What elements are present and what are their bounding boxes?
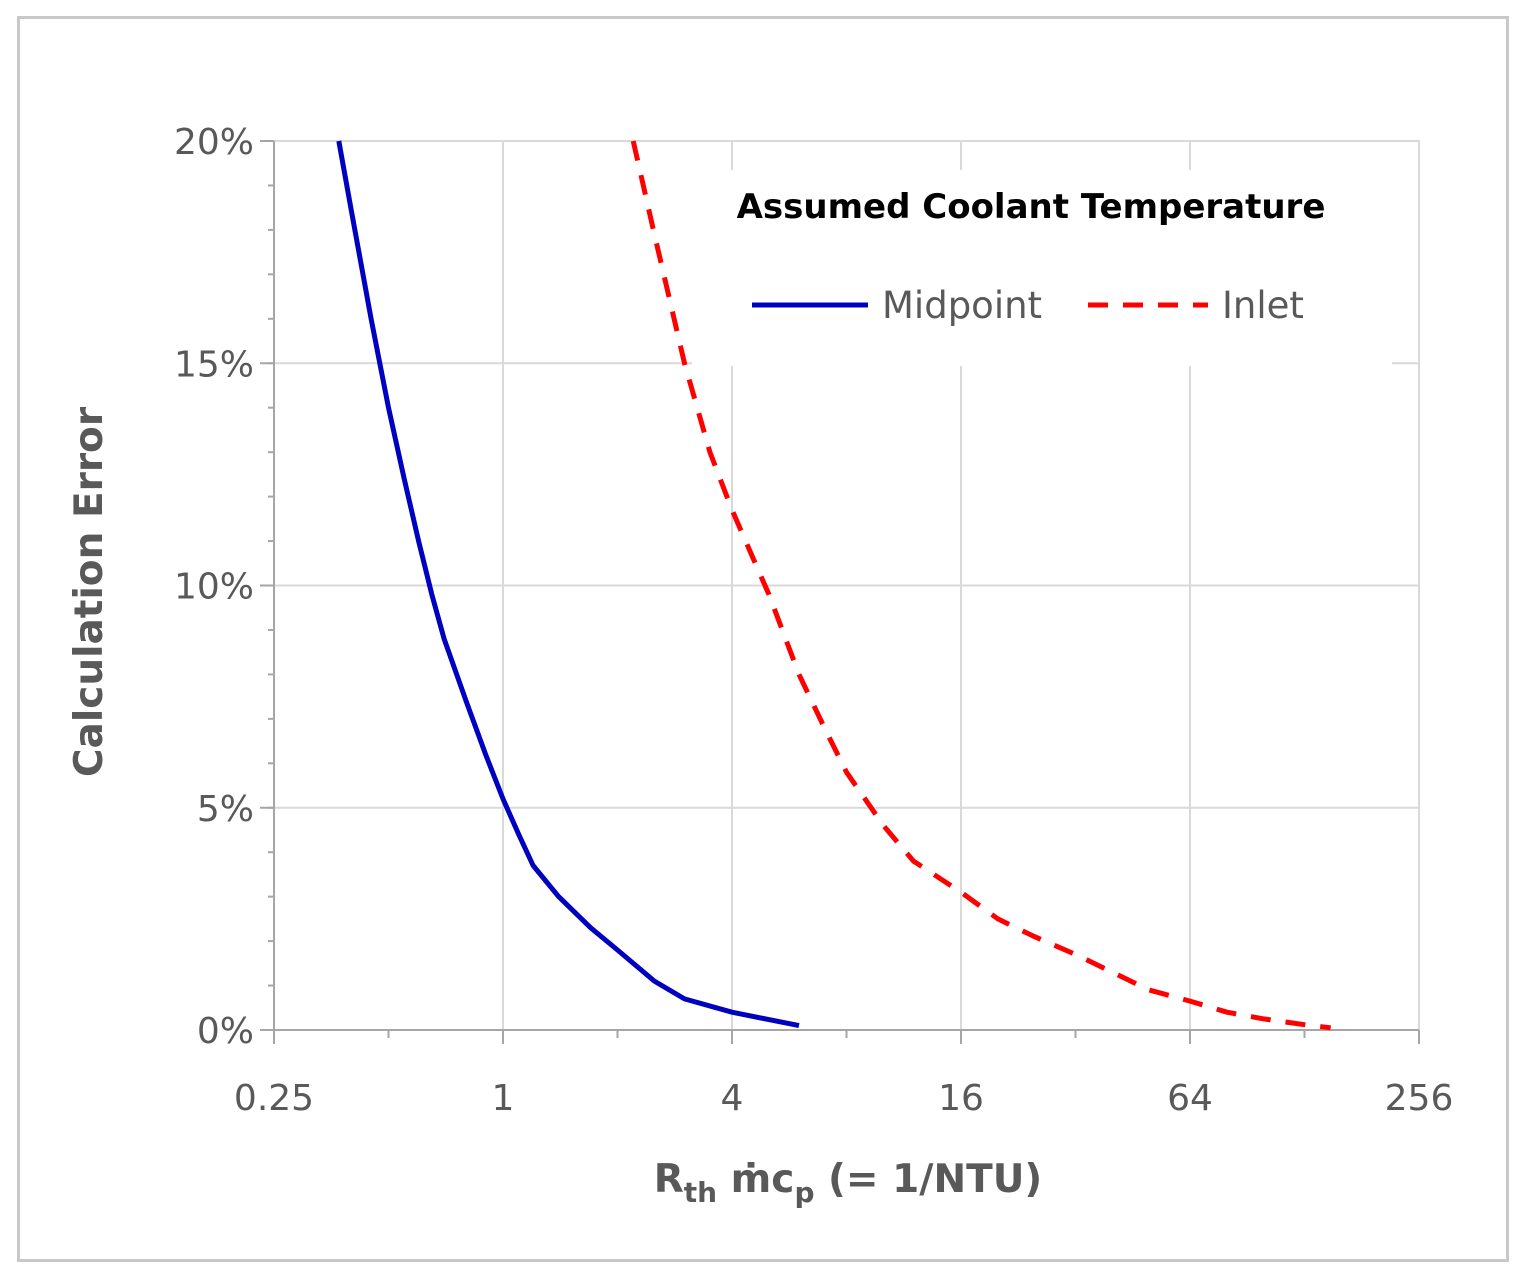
- legend: Assumed Coolant Temperature Midpoint Inl…: [737, 187, 1326, 327]
- x-axis-title-main: R: [654, 1157, 684, 1202]
- x-tick-label: 16: [938, 1078, 984, 1119]
- legend-background: [692, 170, 1392, 366]
- x-axis-title-tail: (= 1/NTU): [814, 1157, 1042, 1202]
- legend-title: Assumed Coolant Temperature: [737, 187, 1326, 227]
- x-axis-title-sub1: th: [684, 1176, 717, 1209]
- legend-label-midpoint: Midpoint: [882, 284, 1042, 327]
- x-tick-label: 0.25: [234, 1078, 314, 1119]
- y-tick-label: 0%: [197, 1011, 254, 1052]
- x-tick-label: 256: [1385, 1078, 1454, 1119]
- x-axis-title-sub2: p: [794, 1176, 814, 1209]
- x-tick-label: 64: [1167, 1078, 1213, 1119]
- y-axis-title: Calculation Error: [67, 406, 112, 777]
- axis-layer: 0% 5% 10% 15% 20% 0.25 1 4 16 64 256: [174, 122, 1453, 1119]
- x-tick-label: 4: [721, 1078, 744, 1119]
- x-tick-label: 1: [492, 1078, 515, 1119]
- y-tick-label: 20%: [174, 122, 254, 163]
- series-layer: [336, 140, 1331, 1031]
- y-tick-label: 15%: [174, 344, 254, 385]
- series-line-inlet: [630, 140, 1331, 1031]
- y-tick-label: 10%: [174, 567, 254, 608]
- x-axis-title-mid: ṁc: [717, 1157, 794, 1202]
- series-line-midpoint: [336, 140, 800, 1029]
- x-axis-title: Rth ṁcp (= 1/NTU): [654, 1157, 1043, 1209]
- legend-label-inlet: Inlet: [1222, 284, 1304, 327]
- y-tick-label: 5%: [197, 789, 254, 830]
